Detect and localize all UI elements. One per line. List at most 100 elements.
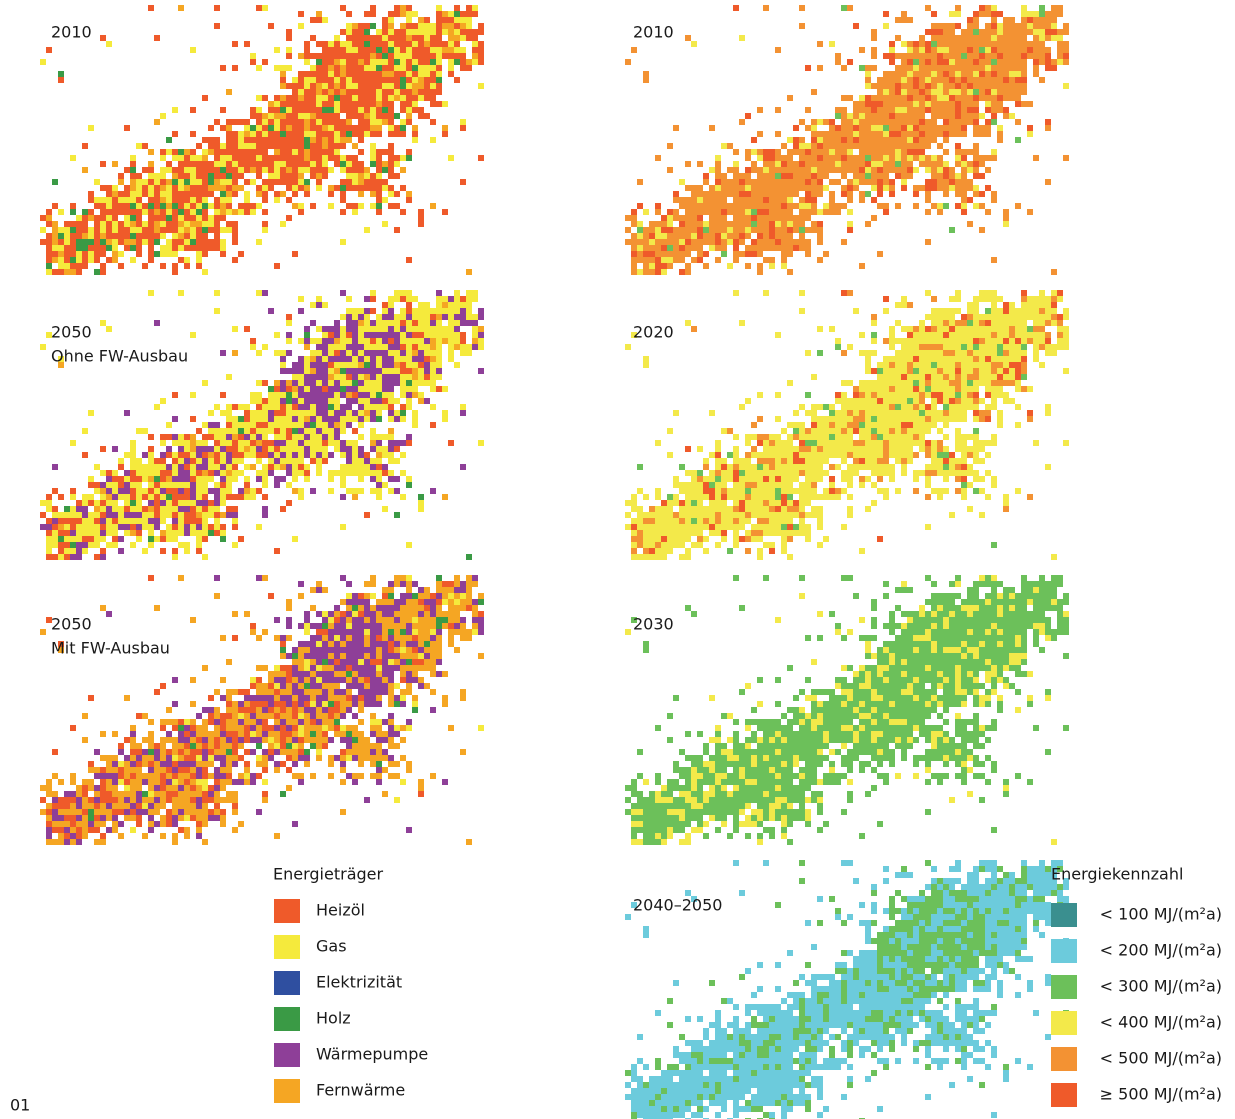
map-cell [436, 320, 442, 326]
map-cell [931, 89, 937, 95]
map-cell [412, 695, 418, 701]
map-cell [100, 821, 106, 827]
map-cell [358, 410, 364, 416]
map-cell [280, 65, 286, 71]
map-cell [460, 296, 466, 302]
map-cell [400, 599, 406, 605]
map-cell [448, 356, 454, 362]
map-cell [172, 263, 178, 269]
map-cell [172, 518, 178, 524]
map-cell [292, 470, 298, 476]
map-cell [298, 173, 304, 179]
map-cell [400, 296, 406, 302]
map-cell [208, 695, 214, 701]
map-cell [268, 179, 274, 185]
map-cell [244, 731, 250, 737]
map-cell [418, 647, 424, 653]
map-cell [220, 185, 226, 191]
map-cell [322, 83, 328, 89]
map-cell [424, 350, 430, 356]
map-cell [883, 173, 889, 179]
map-cell [88, 803, 94, 809]
map-cell [184, 500, 190, 506]
map-cell [733, 149, 739, 155]
map-cell [334, 611, 340, 617]
map-cell [316, 155, 322, 161]
map-cell [160, 506, 166, 512]
map-cell [412, 320, 418, 326]
map-cell [1003, 47, 1009, 53]
map-cell [400, 605, 406, 611]
map-cell [208, 446, 214, 452]
map-cell [1033, 53, 1039, 59]
map-cell [274, 452, 280, 458]
map-cell [286, 458, 292, 464]
map-cell [142, 548, 148, 554]
map-cell [394, 701, 400, 707]
map-cell [148, 500, 154, 506]
map-cell [400, 725, 406, 731]
map-cell [376, 356, 382, 362]
map-cell [244, 773, 250, 779]
map-cell [376, 374, 382, 380]
map-cell [148, 767, 154, 773]
map-cell [166, 506, 172, 512]
map-cell [274, 173, 280, 179]
map-cell [226, 488, 232, 494]
map-cell [130, 797, 136, 803]
map-cell [985, 89, 991, 95]
map-cell [430, 605, 436, 611]
map-cell [280, 167, 286, 173]
map-cell [406, 677, 412, 683]
map-cell [286, 500, 292, 506]
map-cell [298, 641, 304, 647]
map-cell [757, 155, 763, 161]
map-cell [232, 452, 238, 458]
map-cell [460, 179, 466, 185]
map-cell [364, 398, 370, 404]
map-cell [304, 356, 310, 362]
map-cell [208, 737, 214, 743]
map-cell [184, 161, 190, 167]
map-cell [346, 671, 352, 677]
map-cell [292, 131, 298, 137]
map-cell [292, 749, 298, 755]
map-cell [220, 677, 226, 683]
map-cell [214, 803, 220, 809]
map-cell [238, 404, 244, 410]
map-cell [895, 17, 901, 23]
map-cell [943, 41, 949, 47]
map-cell [370, 338, 376, 344]
map-cell [394, 29, 400, 35]
map-cell [406, 575, 412, 581]
map-cell [46, 332, 52, 338]
map-cell [871, 137, 877, 143]
map-cell [406, 542, 412, 548]
map-cell [376, 749, 382, 755]
map-cell [430, 653, 436, 659]
map-cell [955, 11, 961, 17]
map-cell [925, 167, 931, 173]
map-cell [412, 71, 418, 77]
map-cell [448, 725, 454, 731]
map-cell [376, 773, 382, 779]
map-cell [316, 59, 322, 65]
map-cell [799, 167, 805, 173]
map-cell [328, 131, 334, 137]
map-cell [292, 149, 298, 155]
map-cell [394, 83, 400, 89]
map-cell [352, 167, 358, 173]
map-cell [382, 17, 388, 23]
map-cell [346, 53, 352, 59]
map-cell [406, 398, 412, 404]
map-cell [793, 143, 799, 149]
map-cell [370, 35, 376, 41]
map-cell [292, 155, 298, 161]
map-cell [883, 179, 889, 185]
map-cell [310, 677, 316, 683]
map-cell [388, 665, 394, 671]
map-cell [172, 482, 178, 488]
map-cell [82, 143, 88, 149]
map-cell [130, 524, 136, 530]
map-cell [46, 785, 52, 791]
